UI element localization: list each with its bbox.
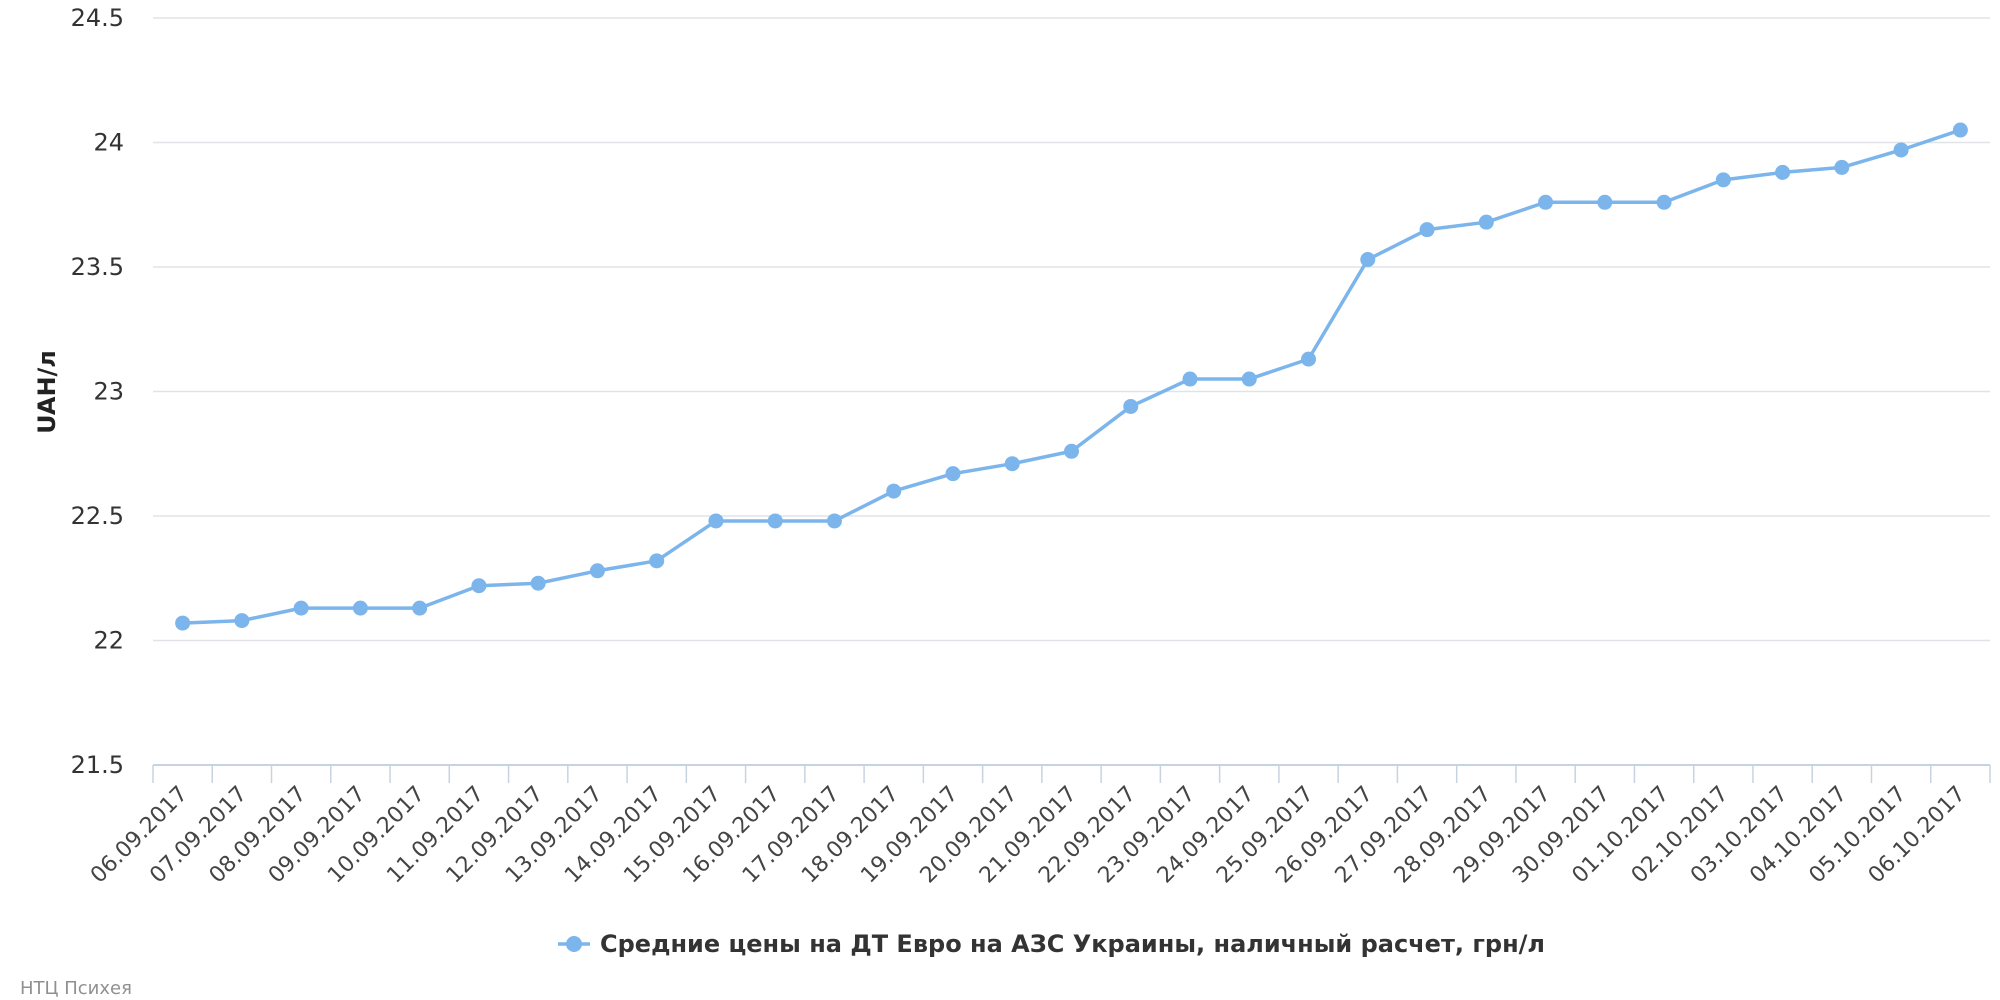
y-tick-label: 23.5 <box>71 253 124 281</box>
data-point[interactable] <box>352 600 368 616</box>
data-point[interactable] <box>471 578 487 594</box>
y-tick-label: 21.5 <box>71 751 124 779</box>
data-point[interactable] <box>1952 122 1968 138</box>
y-tick-label: 24 <box>93 129 124 157</box>
data-point[interactable] <box>1241 371 1257 387</box>
legend-label: Средние цены на ДТ Евро на АЗС Украины, … <box>600 930 1545 958</box>
data-point[interactable] <box>412 600 428 616</box>
data-point[interactable] <box>1064 443 1079 459</box>
data-point[interactable] <box>530 575 546 591</box>
data-point[interactable] <box>1004 456 1020 472</box>
data-point[interactable] <box>1182 371 1198 387</box>
data-point[interactable] <box>1538 194 1554 210</box>
y-tick-label: 22 <box>93 627 124 655</box>
legend[interactable]: Средние цены на ДТ Евро на АЗС Украины, … <box>558 930 1545 958</box>
data-point[interactable] <box>1419 222 1435 238</box>
series-group <box>175 122 1968 631</box>
data-point[interactable] <box>767 513 783 529</box>
data-point[interactable] <box>1656 194 1672 210</box>
data-point[interactable] <box>1478 214 1494 230</box>
data-point[interactable] <box>1123 398 1139 414</box>
x-axis: 06.09.201707.09.201708.09.201709.09.2017… <box>86 765 1991 888</box>
data-point[interactable] <box>1834 159 1850 175</box>
data-point[interactable] <box>1775 164 1791 180</box>
data-point[interactable] <box>175 615 191 631</box>
y-gridlines <box>153 17 1990 642</box>
data-point[interactable] <box>826 513 842 529</box>
data-point[interactable] <box>1715 172 1731 188</box>
data-point[interactable] <box>1301 351 1317 367</box>
data-point[interactable] <box>708 513 724 529</box>
y-tick-label: 24.5 <box>71 4 124 32</box>
legend-marker-icon <box>566 936 582 952</box>
y-axis-title: UAH/л <box>33 350 61 434</box>
y-axis: 21.5 22 22.5 23 23.5 24 24.5 <box>71 4 124 779</box>
data-point[interactable] <box>234 613 250 629</box>
data-point[interactable] <box>589 563 605 579</box>
credits-label[interactable]: НТЦ Психея <box>20 978 132 999</box>
data-point[interactable] <box>945 466 961 482</box>
data-point[interactable] <box>649 553 665 569</box>
data-point[interactable] <box>1893 142 1909 158</box>
y-tick-label: 23 <box>93 378 124 406</box>
data-point[interactable] <box>1597 194 1613 210</box>
data-point[interactable] <box>886 483 902 499</box>
data-point[interactable] <box>1360 252 1376 268</box>
data-point[interactable] <box>293 600 309 616</box>
y-tick-label: 22.5 <box>71 502 124 530</box>
series-line <box>182 128 1961 625</box>
